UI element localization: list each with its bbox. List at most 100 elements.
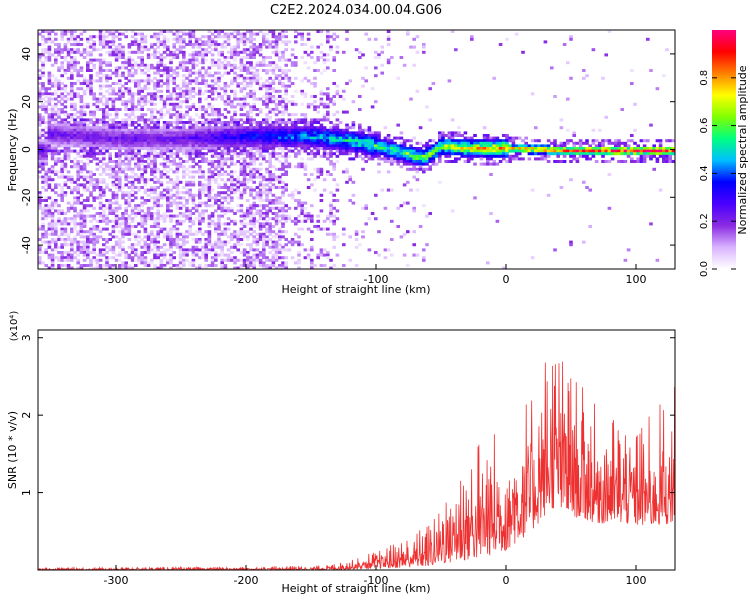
heatmap-cell — [50, 238, 55, 241]
heatmap-cell — [214, 89, 218, 93]
heatmap-cell — [38, 144, 42, 148]
heatmap-cell — [150, 230, 154, 234]
heatmap-cell — [281, 147, 285, 150]
heatmap-cell — [233, 149, 237, 153]
heatmap-cell — [326, 253, 330, 257]
heatmap-cell — [70, 243, 74, 247]
heatmap-cell — [281, 248, 285, 252]
heatmap-cell — [201, 232, 205, 236]
heatmap-cell — [364, 32, 368, 36]
heatmap-cell — [118, 74, 122, 78]
heatmap-cell — [175, 66, 180, 70]
heatmap-cell — [204, 264, 208, 267]
heatmap-cell — [233, 212, 237, 215]
heatmap-cell — [169, 261, 173, 265]
heatmap-cell — [188, 152, 192, 156]
heatmap-cell — [258, 217, 263, 221]
heatmap-cell — [124, 154, 128, 158]
heatmap-cell — [73, 35, 77, 39]
heatmap-cell — [156, 50, 160, 54]
heatmap-cell — [281, 261, 285, 265]
heatmap-cell — [114, 266, 119, 269]
heatmap-cell — [159, 58, 164, 62]
heatmap-cell — [54, 50, 58, 54]
heatmap-cell — [191, 50, 196, 54]
heatmap-cell — [143, 251, 148, 254]
heatmap-cell — [73, 37, 77, 41]
heatmap-cell — [134, 173, 138, 176]
heatmap-cell — [249, 45, 253, 49]
heatmap-cell — [150, 196, 154, 200]
heatmap-cell — [188, 87, 192, 91]
heatmap-cell — [185, 191, 189, 195]
heatmap-cell — [223, 126, 228, 130]
heatmap-cell — [86, 238, 90, 241]
heatmap-cell — [274, 121, 279, 124]
heatmap-cell — [102, 209, 106, 213]
heatmap-cell — [217, 141, 221, 145]
heatmap-cell — [201, 175, 205, 179]
heatmap-cell — [326, 110, 330, 114]
heatmap-cell — [351, 141, 356, 145]
heatmap-cell — [70, 256, 74, 260]
heatmap-cell — [278, 123, 282, 127]
heatmap-cell — [98, 43, 103, 46]
heatmap-cell — [316, 214, 320, 218]
heatmap-cell — [169, 219, 173, 223]
heatmap-cell — [156, 232, 160, 236]
heatmap-cell — [130, 232, 135, 236]
heatmap-cell — [201, 126, 205, 130]
heatmap-cell — [271, 245, 276, 249]
heatmap-cell — [182, 53, 186, 57]
heatmap-cell — [236, 258, 240, 262]
heatmap-cell — [214, 251, 218, 254]
heatmap-cell — [108, 63, 112, 67]
heatmap-cell — [281, 56, 285, 59]
heatmap-cell — [127, 89, 132, 93]
heatmap-cell — [169, 134, 173, 137]
heatmap-cell — [86, 157, 90, 161]
heatmap-cell — [242, 48, 247, 52]
heatmap-cell — [326, 97, 330, 101]
heatmap-cell — [98, 40, 103, 44]
heatmap-cell — [290, 144, 295, 148]
heatmap-cell — [220, 141, 224, 145]
heatmap-cell — [271, 136, 276, 140]
heatmap-cell — [92, 196, 96, 200]
heatmap-cell — [332, 102, 336, 106]
heatmap-cell — [204, 238, 208, 241]
heatmap-cell — [50, 118, 55, 122]
heatmap-cell — [57, 183, 61, 187]
heatmap-cell — [329, 209, 333, 213]
heatmap-cell — [98, 63, 103, 67]
heatmap-cell — [258, 154, 263, 158]
heatmap-cell — [210, 105, 215, 109]
heatmap-cell — [79, 115, 84, 119]
heatmap-cell — [162, 235, 167, 239]
heatmap-cell — [210, 154, 215, 158]
heatmap-cell — [150, 92, 154, 96]
heatmap-cell — [198, 188, 202, 192]
heatmap-cell — [230, 82, 234, 85]
heatmap-cell — [361, 230, 365, 234]
heatmap-cell — [265, 84, 269, 88]
heatmap-cell — [44, 50, 48, 54]
heatmap-cell — [319, 199, 324, 202]
heatmap-cell — [134, 108, 138, 111]
heatmap-cell — [92, 258, 96, 262]
heatmap-cell — [326, 92, 330, 96]
heatmap-cell — [95, 157, 100, 161]
heatmap-cell — [178, 238, 183, 241]
heatmap-cell — [124, 264, 128, 267]
heatmap-cell — [303, 206, 308, 210]
heatmap-cell — [278, 160, 282, 163]
heatmap-cell — [127, 141, 132, 145]
heatmap-cell — [361, 141, 365, 145]
heatmap-cell — [249, 193, 253, 197]
heatmap-cell — [246, 136, 250, 140]
heatmap-cell — [249, 89, 253, 93]
heatmap-cell — [130, 251, 135, 254]
heatmap-cell — [175, 240, 180, 244]
heatmap-cell — [226, 128, 231, 132]
heatmap-cell — [92, 123, 96, 127]
